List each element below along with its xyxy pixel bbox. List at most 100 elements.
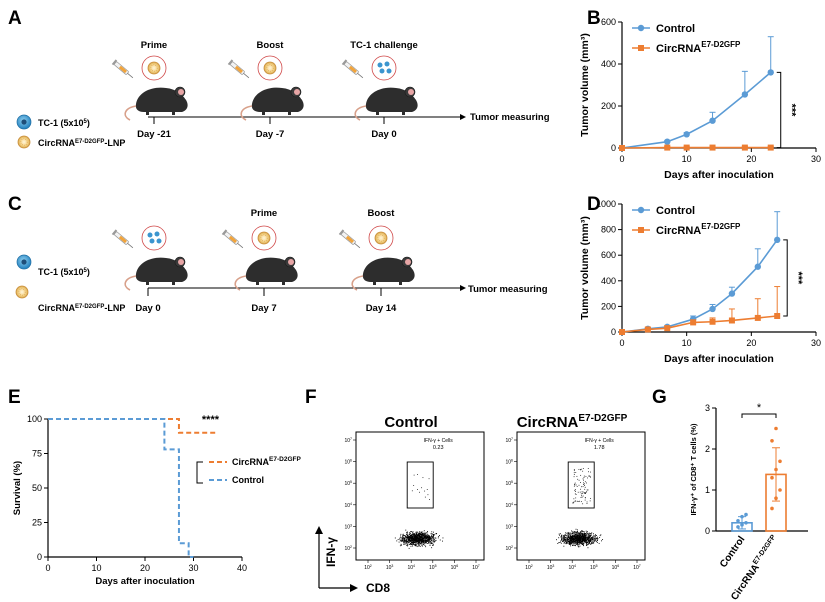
event-dot	[578, 535, 580, 537]
event-dot	[423, 540, 425, 541]
event-dot	[578, 546, 580, 548]
event-dot	[580, 488, 582, 490]
event-dot	[564, 535, 566, 536]
event-dot	[416, 538, 418, 540]
event-dot	[575, 535, 577, 537]
event-dot	[581, 495, 583, 497]
y-tick-label: 200	[601, 301, 616, 311]
event-dot	[433, 535, 435, 536]
event-dot	[576, 535, 578, 537]
data-point	[736, 518, 740, 523]
event-dot	[572, 535, 574, 537]
event-dot	[588, 537, 590, 539]
event-dot	[582, 545, 584, 547]
event-dot	[587, 547, 589, 549]
event-dot	[433, 531, 434, 533]
event-dot	[578, 540, 580, 542]
y-tick-label: 600	[601, 250, 616, 260]
event-dot	[429, 536, 431, 538]
event-dot	[584, 535, 586, 537]
event-dot	[569, 532, 571, 534]
event-dot	[418, 538, 420, 540]
event-dot	[433, 541, 435, 543]
data-point	[709, 144, 716, 151]
event-dot	[567, 541, 569, 543]
event-dot	[409, 535, 411, 537]
event-dot	[575, 484, 577, 486]
event-dot	[585, 493, 586, 494]
event-dot	[584, 539, 585, 541]
data-point	[770, 439, 774, 443]
event-dot	[593, 533, 594, 535]
event-dot	[575, 472, 577, 473]
x-tick-label: 0	[45, 563, 50, 573]
event-dot	[585, 540, 587, 542]
event-dot	[578, 535, 580, 537]
event-dot	[429, 499, 430, 500]
event-dot	[583, 544, 585, 546]
legend-marker	[637, 24, 645, 32]
event-dot	[582, 538, 584, 540]
event-dot	[561, 541, 563, 542]
significance-label: ****	[202, 414, 220, 426]
event-dot	[570, 543, 572, 545]
event-dot	[426, 537, 428, 539]
event-dot	[419, 536, 421, 538]
event-dot	[402, 533, 404, 535]
event-dot	[576, 537, 578, 539]
event-dot	[412, 545, 414, 547]
event-dot	[581, 535, 583, 537]
event-dot	[426, 537, 428, 539]
event-dot	[571, 533, 573, 535]
day-label: Day -21	[137, 129, 172, 140]
event-dot	[588, 538, 590, 540]
event-dot	[418, 533, 420, 535]
event-dot	[409, 533, 411, 535]
event-dot	[573, 544, 575, 546]
data-point	[774, 313, 781, 319]
legend-label: Control	[656, 205, 695, 217]
y-tick-label: 50	[32, 483, 42, 493]
event-dot	[572, 545, 573, 547]
event-dot	[574, 535, 576, 537]
event-dot	[561, 534, 562, 536]
event-dot	[600, 534, 602, 536]
event-dot	[423, 544, 425, 546]
event-dot	[422, 531, 424, 533]
event-dot	[406, 537, 408, 539]
event-dot	[579, 533, 581, 535]
event-dot	[421, 487, 423, 489]
event-dot	[562, 536, 564, 538]
event-dot	[587, 540, 589, 542]
event-dot	[438, 536, 440, 538]
event-dot	[571, 537, 573, 539]
event-dot	[409, 532, 411, 534]
event-dot	[583, 535, 585, 537]
event-dot	[416, 534, 418, 536]
cell-icon	[16, 114, 32, 130]
event-dot	[573, 472, 575, 474]
event-dot	[587, 535, 589, 537]
event-dot	[584, 535, 586, 536]
step-label: Boost	[368, 208, 396, 219]
event-dot	[419, 531, 421, 533]
event-dot	[580, 538, 582, 540]
event-dot	[414, 537, 416, 539]
event-dot	[566, 538, 568, 540]
event-dot	[410, 541, 412, 543]
event-dot	[565, 536, 567, 538]
event-dot	[576, 533, 578, 535]
event-dot	[410, 536, 411, 538]
event-dot	[439, 539, 441, 541]
event-dot	[411, 541, 413, 543]
event-dot	[576, 540, 578, 542]
y-tick-label: 400	[601, 276, 616, 286]
event-dot	[580, 537, 582, 539]
event-dot	[427, 541, 429, 542]
event-dot	[401, 539, 403, 541]
event-dot	[563, 540, 565, 542]
event-dot	[407, 540, 409, 541]
event-dot	[423, 537, 425, 538]
data-point	[619, 145, 625, 151]
event-dot	[594, 540, 596, 542]
